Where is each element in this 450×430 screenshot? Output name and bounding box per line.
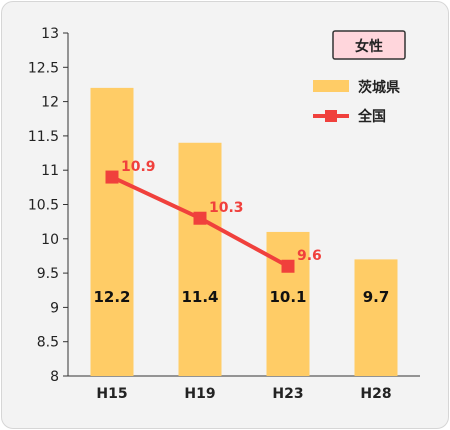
legend-swatch-marker [325,110,337,122]
y-tick-label: 9 [50,300,59,316]
chart-title: 女性 [355,38,383,55]
line-marker [281,259,295,273]
y-tick-label: 12 [41,95,59,111]
line-value-label: 9.6 [297,248,322,264]
y-tick-label: 11.5 [28,129,59,145]
y-tick-label: 13 [41,26,59,42]
y-tick-label: 11 [41,163,59,179]
y-tick-label: 8 [50,369,59,385]
y-tick-label: 12.5 [28,60,59,76]
bar-value-label: 9.7 [363,288,390,306]
y-tick-label: 9.5 [37,266,59,282]
line-marker [193,211,207,225]
line-value-label: 10.3 [209,200,244,216]
x-axis-labels: H15 H19 H23 H28 [96,386,391,402]
legend-label-line: 全国 [357,108,386,125]
legend-label-bar: 茨城県 [358,79,400,96]
legend: 茨城県 全国 [313,79,400,125]
line-marker [105,170,119,184]
x-tick-label: H23 [272,386,303,402]
bar-series [90,87,398,376]
title-box [332,30,406,60]
y-tick-label: 8.5 [37,335,59,351]
chart-title-box: 女性 [332,30,406,60]
bar-value-label: 10.1 [269,288,306,306]
line-value-labels: 10.9 10.3 9.6 [121,159,322,264]
line-series [105,170,295,273]
y-tick-label: 10.5 [28,198,59,214]
bar-value-label: 11.4 [181,288,218,306]
x-tick-label: H19 [184,386,215,402]
bar [90,87,134,376]
bar-value-labels: 12.2 11.4 10.1 9.7 [93,288,389,306]
line-value-label: 10.9 [121,159,156,175]
x-tick-label: H28 [360,386,391,402]
legend-swatch-bar [313,80,349,92]
bar [178,142,222,376]
y-axis-ticks: 8 8.5 9 9.5 10 10.5 11 11.5 12 12.5 13 [28,26,68,385]
bar [354,259,398,376]
x-tick-label: H15 [96,386,127,402]
y-tick-label: 10 [41,232,59,248]
bar-value-label: 12.2 [93,288,130,306]
bar [266,231,310,376]
